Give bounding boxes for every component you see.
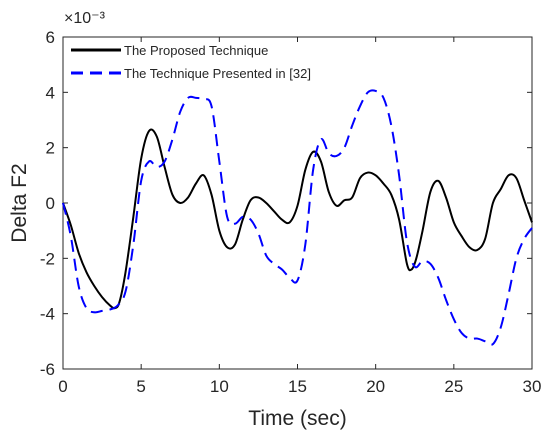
y-axis-scale-label: ×10⁻³	[64, 10, 106, 27]
x-tick-label: 5	[136, 377, 145, 396]
y-tick-label: 2	[46, 139, 55, 158]
series-line-2	[62, 89, 533, 346]
legend: The Proposed Technique The Technique Pres…	[71, 43, 311, 81]
legend-label-1: The Proposed Technique	[124, 43, 268, 58]
y-tick-label: 0	[46, 194, 55, 213]
legend-label-2: The Technique Presented in [32]	[124, 66, 311, 81]
y-tick-label: -2	[40, 249, 55, 268]
y-axis: -6 -4 -2 0 2 4 6	[40, 28, 532, 379]
y-tick-label: -6	[40, 360, 55, 379]
y-axis-title: Delta F2	[8, 163, 31, 242]
x-tick-label: 20	[366, 377, 385, 396]
series-line-1	[62, 128, 533, 310]
x-tick-label: 10	[210, 377, 229, 396]
x-tick-label: 0	[58, 377, 67, 396]
x-tick-label: 30	[523, 377, 542, 396]
x-tick-label: 15	[288, 377, 307, 396]
x-tick-label: 25	[444, 377, 463, 396]
x-axis: 0 5 10 15 20 25 30	[58, 37, 541, 396]
y-tick-label: -4	[40, 305, 55, 324]
y-tick-label: 6	[46, 28, 55, 47]
series-layer	[62, 89, 533, 346]
x-axis-title: Time (sec)	[248, 407, 346, 430]
y-tick-label: 4	[46, 83, 55, 102]
